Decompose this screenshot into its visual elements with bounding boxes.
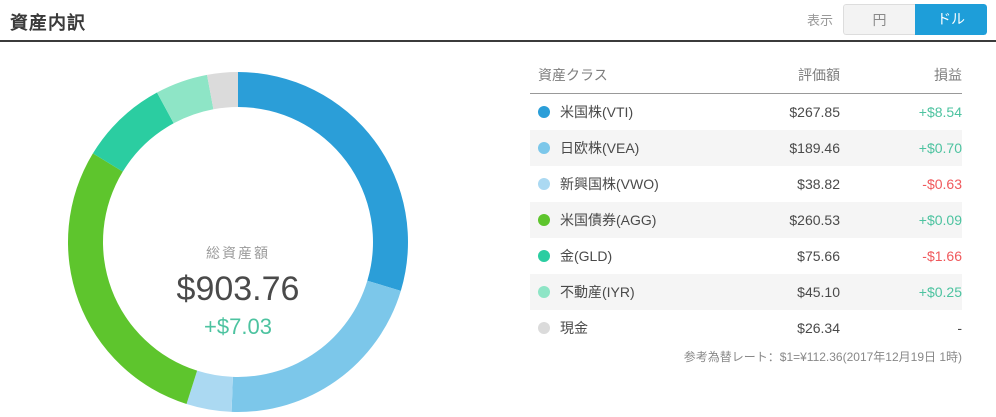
- asset-row-1: 日欧株(VEA) $189.46 +$0.70: [530, 130, 962, 166]
- asset-table-body: 米国株(VTI) $267.85 +$8.54 日欧株(VEA) $189.46 +$0.…: [530, 94, 962, 346]
- yen-toggle-button[interactable]: 円: [843, 4, 915, 35]
- donut-segment-5: [156, 74, 214, 124]
- asset-row-label-cell: 現金: [530, 318, 720, 338]
- asset-donut-chart: [67, 72, 408, 413]
- header-pl: 損益: [934, 67, 962, 83]
- asset-name: 新興国株(VWO): [560, 176, 659, 192]
- currency-toggle: 表示 円 ドル: [807, 4, 987, 35]
- asset-name: 米国株(VTI): [560, 104, 634, 120]
- asset-value: $189.46: [789, 140, 840, 156]
- asset-row-label-cell: 金(GLD): [530, 246, 720, 266]
- asset-table-header: 資産クラス 評価額 損益: [530, 57, 962, 94]
- asset-row-5: 不動産(IYR) $45.10 +$0.25: [530, 274, 962, 310]
- asset-color-dot: [538, 250, 550, 262]
- asset-row-label-cell: 米国債券(AGG): [530, 210, 720, 230]
- currency-toggle-group: 円 ドル: [843, 4, 987, 35]
- display-label: 表示: [806, 13, 833, 28]
- total-assets-value: $903.76: [176, 270, 300, 308]
- asset-color-dot: [538, 214, 550, 226]
- total-assets-change: +$7.03: [204, 314, 272, 339]
- donut-segment-3: [67, 153, 198, 405]
- asset-row-3: 米国債券(AGG) $260.53 +$0.09: [530, 202, 962, 238]
- asset-donut-area: 総資産額 $903.76 +$7.03: [0, 50, 476, 417]
- asset-table: 資産クラス 評価額 損益 米国株(VTI) $267.85 +$8.54 日欧株(VE…: [530, 57, 962, 346]
- header-value: 評価額: [798, 67, 840, 83]
- exchange-rate-footnote: 参考為替レート：$1=¥112.36(2017年12月19日 1時): [683, 350, 962, 364]
- asset-row-2: 新興国株(VWO) $38.82 -$0.63: [530, 166, 962, 202]
- asset-value: $260.53: [789, 212, 840, 228]
- asset-row-label-cell: 新興国株(VWO): [530, 174, 720, 194]
- asset-pl: -: [957, 320, 962, 336]
- asset-color-dot: [538, 142, 550, 154]
- donut-segment-4: [92, 92, 174, 172]
- header-asset-class: 資産クラス: [538, 67, 608, 83]
- asset-name: 現金: [560, 320, 588, 336]
- total-assets-label: 総資産額: [206, 245, 270, 261]
- asset-pl: -$1.66: [922, 248, 962, 264]
- asset-value: $45.10: [797, 284, 840, 300]
- header-divider: [0, 40, 996, 42]
- asset-row-6: 現金 $26.34 -: [530, 310, 962, 346]
- donut-segment-1: [231, 280, 401, 413]
- asset-value: $38.82: [797, 176, 840, 192]
- asset-row-label-cell: 日欧株(VEA): [530, 138, 720, 158]
- asset-pl: +$0.09: [918, 212, 962, 228]
- asset-name: 金(GLD): [560, 248, 613, 264]
- chart-center-summary: 総資産額 $903.76 +$7.03: [58, 243, 418, 341]
- asset-color-dot: [538, 178, 550, 190]
- asset-row-label-cell: 米国株(VTI): [530, 102, 720, 122]
- asset-row-0: 米国株(VTI) $267.85 +$8.54: [530, 94, 962, 130]
- asset-row-4: 金(GLD) $75.66 -$1.66: [530, 238, 962, 274]
- asset-color-dot: [538, 322, 550, 334]
- donut-segment-6: [207, 72, 238, 110]
- page-title: 資産内訳: [10, 13, 86, 33]
- asset-color-dot: [538, 106, 550, 118]
- asset-pl: -$0.63: [922, 176, 962, 192]
- asset-pl: +$0.70: [918, 140, 962, 156]
- asset-pl: +$8.54: [918, 104, 962, 120]
- asset-row-label-cell: 不動産(IYR): [530, 282, 720, 302]
- asset-pl: +$0.25: [918, 284, 962, 300]
- asset-name: 日欧株(VEA): [560, 140, 640, 156]
- asset-name: 不動産(IYR): [560, 284, 635, 300]
- asset-value: $267.85: [789, 104, 840, 120]
- donut-segment-2: [186, 370, 233, 412]
- asset-name: 米国債券(AGG): [560, 212, 657, 228]
- dollar-toggle-button[interactable]: ドル: [915, 4, 987, 35]
- asset-value: $26.34: [797, 320, 840, 336]
- asset-value: $75.66: [797, 248, 840, 264]
- donut-segment-0: [238, 72, 408, 291]
- asset-color-dot: [538, 286, 550, 298]
